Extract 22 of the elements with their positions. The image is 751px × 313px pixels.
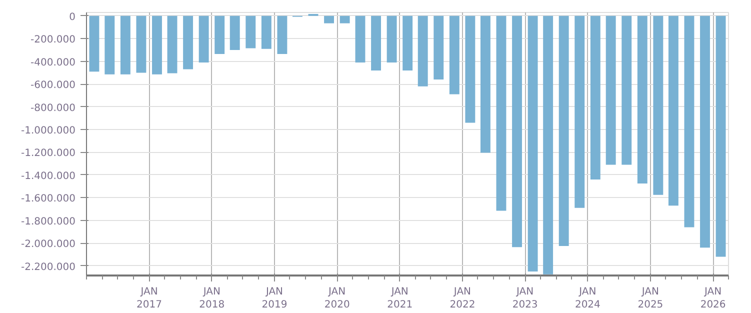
- x-tick-label: JAN 2018: [199, 286, 225, 311]
- x-tick-label: JAN 2017: [136, 286, 162, 311]
- y-tick-label: -2.200.000: [21, 262, 76, 273]
- y-tick-label: -800.000: [30, 102, 76, 114]
- x-tick-label: JAN 2025: [638, 286, 664, 311]
- y-tick-label: -1.600.000: [21, 194, 76, 205]
- y-tick-label: -1.800.000: [21, 216, 76, 228]
- y-tick-label: -200.000: [30, 34, 76, 46]
- x-tick-label: JAN 2020: [324, 286, 350, 311]
- x-tick-label: JAN 2026: [700, 286, 726, 311]
- x-tick-label: JAN 2022: [450, 286, 476, 311]
- y-tick-label: -1.000.000: [21, 126, 76, 137]
- y-tick-label: -400.000: [30, 57, 76, 68]
- y-tick-label: 0: [69, 12, 76, 23]
- x-tick-label: JAN 2024: [574, 286, 600, 311]
- y-tick-label: -1.400.000: [21, 170, 76, 182]
- y-tick-label: -2.000.000: [21, 239, 76, 250]
- y-tick-label: -1.200.000: [21, 148, 76, 160]
- x-tick-label: JAN 2019: [262, 286, 288, 311]
- y-tick-label: -600.000: [30, 80, 76, 92]
- x-tick-label: JAN 2021: [387, 286, 413, 311]
- x-tick-label: JAN 2023: [512, 286, 538, 311]
